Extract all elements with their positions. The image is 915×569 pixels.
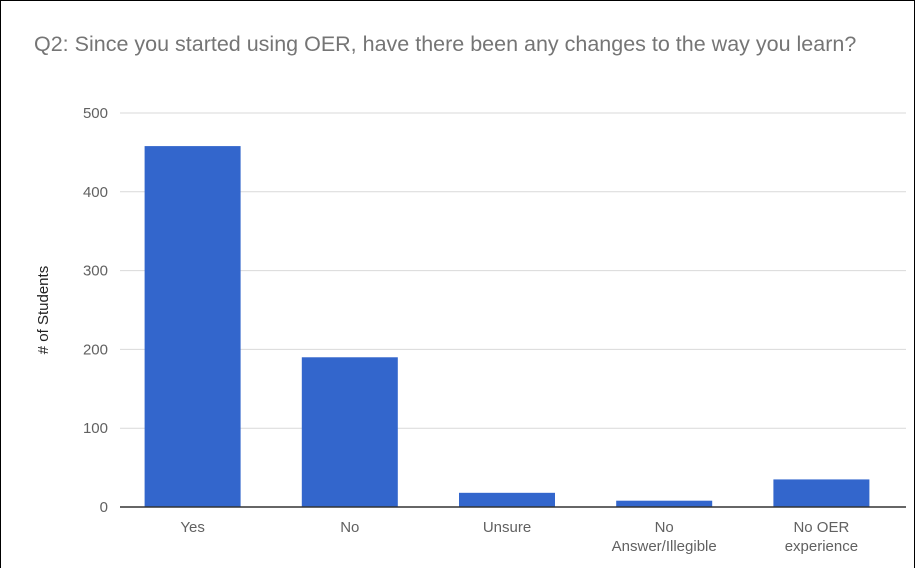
y-tick-label: 100 bbox=[83, 420, 108, 437]
chart-title: Q2: Since you started using OER, have th… bbox=[34, 32, 857, 56]
x-tick-label: No bbox=[340, 519, 359, 536]
x-tick-label: No Answer/Illegible bbox=[612, 519, 717, 555]
x-tick-label: No OER experience bbox=[785, 519, 858, 555]
gridlines bbox=[120, 112, 906, 429]
x-tick-label-line: Yes bbox=[180, 519, 204, 536]
bars bbox=[144, 146, 870, 507]
x-tick-label-line: Unsure bbox=[483, 519, 531, 536]
bar-unsure bbox=[459, 492, 555, 507]
x-tick-label-line: No bbox=[655, 519, 674, 536]
bar-no-oer-experience bbox=[773, 479, 870, 507]
x-tick-label: Unsure bbox=[483, 519, 531, 536]
bar-no-answer-illegible bbox=[616, 500, 713, 507]
y-tick-label: 200 bbox=[83, 341, 108, 358]
y-axis-ticks: 0 100 200 300 400 500 bbox=[83, 105, 108, 516]
x-tick-label-line: Answer/Illegible bbox=[612, 538, 717, 555]
x-tick-label-line: experience bbox=[785, 538, 858, 555]
y-tick-label: 300 bbox=[83, 263, 108, 280]
y-axis-title: # of Students bbox=[35, 266, 52, 354]
x-tick-label-line: No OER bbox=[793, 519, 849, 536]
y-tick-label: 500 bbox=[83, 105, 108, 122]
y-tick-label: 400 bbox=[83, 184, 108, 201]
bar-no bbox=[301, 357, 398, 507]
x-tick-label-line: No bbox=[340, 519, 359, 536]
x-tick-label: Yes bbox=[180, 519, 204, 536]
x-axis-labels: Yes No Unsure No Answer/Illegible No OER exper… bbox=[180, 519, 858, 555]
y-tick-label: 0 bbox=[100, 499, 108, 516]
bar-yes bbox=[144, 146, 241, 507]
